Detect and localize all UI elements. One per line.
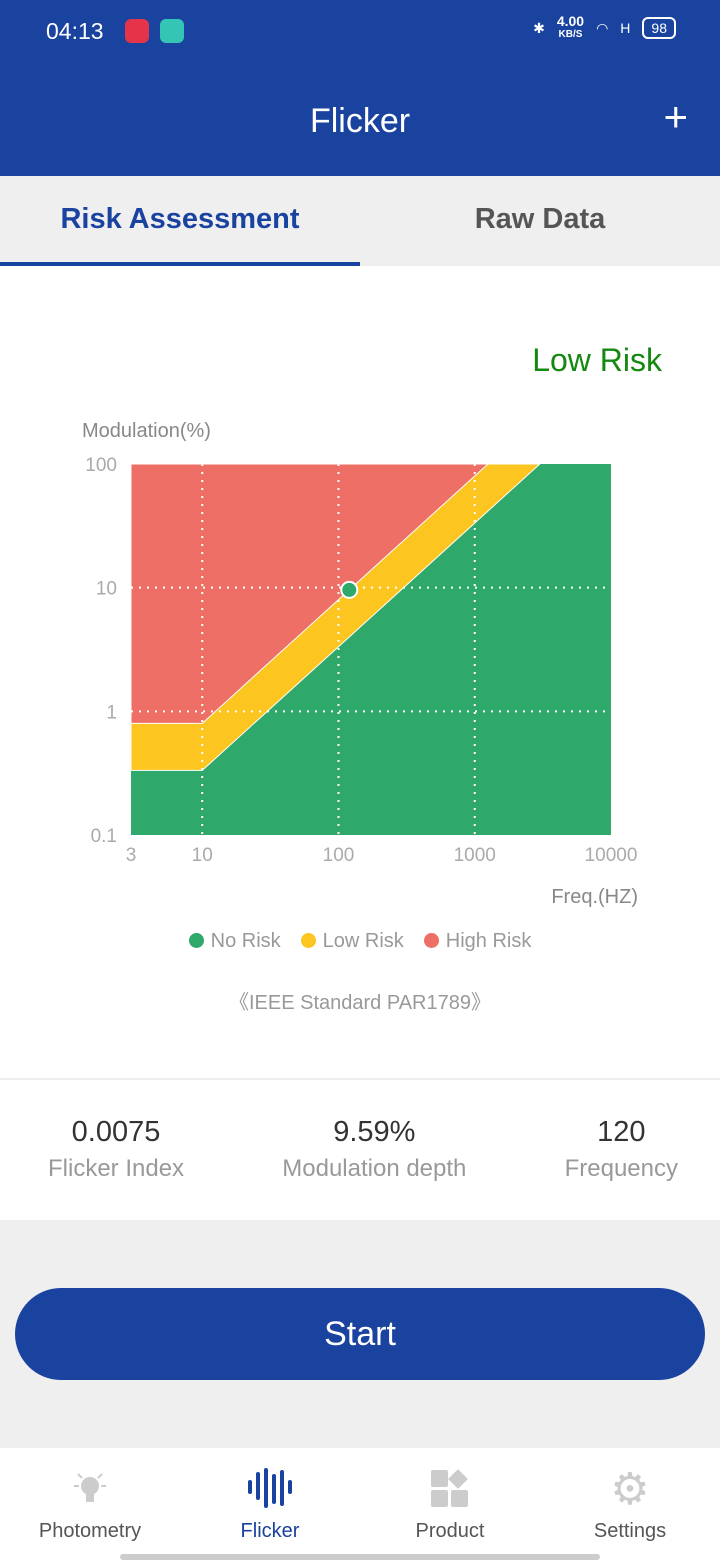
home-indicator: [120, 1554, 600, 1560]
gear-icon: ⚙: [610, 1464, 650, 1514]
x-tick-label: 10: [192, 845, 213, 866]
frequency: 120 Frequency: [564, 1116, 678, 1182]
grid-icon: [360, 1468, 540, 1510]
stats-row: 0.0075 Flicker Index 9.59% Modulation dept…: [0, 1080, 720, 1220]
app-header: Flicker +: [0, 70, 720, 176]
nav-settings[interactable]: ⚙ Settings: [540, 1448, 720, 1560]
nav-flicker[interactable]: Flicker: [180, 1448, 360, 1560]
add-button[interactable]: +: [663, 93, 688, 140]
clock: 04:13: [46, 18, 104, 44]
y-axis-label: Modulation(%): [82, 420, 211, 442]
flicker-risk-chart: 3 10 100 1000 10000 100 10 1 0.1 Freq.(HZ): [85, 455, 638, 908]
y-tick-label: 0.1: [91, 826, 117, 847]
page-title: Flicker: [309, 102, 411, 140]
y-tick-label: 100: [85, 455, 117, 476]
region-high-risk: [130, 463, 490, 724]
y-tick-label: 10: [96, 579, 117, 600]
bluetooth-icon: ✱: [533, 19, 545, 36]
risk-result: Low Risk: [532, 342, 662, 378]
x-tick-label: 100: [323, 845, 355, 866]
legend-no-risk: No Risk: [188, 930, 281, 953]
x-axis-label: Freq.(HZ): [551, 886, 638, 908]
tab-risk-assessment[interactable]: Risk Assessment: [0, 176, 360, 266]
tab-raw-data[interactable]: Raw Data: [474, 203, 606, 235]
x-tick-label: 1000: [454, 845, 496, 866]
status-bar: 04:13 ✱ 4.00 KB/S ◠ H 98: [0, 0, 720, 70]
start-button[interactable]: Start: [15, 1288, 705, 1380]
wifi-icon: ◠: [596, 19, 609, 36]
nav-product[interactable]: Product: [360, 1448, 540, 1560]
risk-panel: Low Risk Modulation(%) 3 10 100 1000 10000 10…: [0, 266, 720, 1078]
measurement-point: [340, 580, 359, 599]
flicker-index: 0.0075 Flicker Index: [48, 1116, 185, 1182]
tab-bar: Risk Assessment Raw Data: [0, 176, 720, 266]
battery-icon: 98: [642, 17, 676, 39]
legend-low-risk: Low Risk: [300, 930, 404, 953]
signal-icon: H: [620, 20, 631, 36]
x-tick-label: 3: [126, 845, 137, 866]
y-tick-label: 1: [106, 702, 117, 723]
nav-photometry[interactable]: Photometry: [0, 1448, 180, 1560]
screen-record-icon: [125, 19, 149, 43]
x-tick-label: 10000: [585, 845, 638, 866]
app-notification-icon: [160, 19, 184, 43]
bulb-icon: [0, 1468, 180, 1510]
chart-legend: No Risk Low Risk High Risk: [0, 930, 720, 953]
bottom-nav: Photometry Flicker Product ⚙ Settings: [0, 1448, 720, 1560]
waveform-icon: [180, 1468, 360, 1510]
standard-reference: 《IEEE Standard PAR1789》: [229, 992, 491, 1014]
legend-high-risk: High Risk: [423, 930, 531, 953]
network-speed: 4.00 KB/S: [556, 13, 585, 40]
modulation-depth: 9.59% Modulation depth: [282, 1116, 467, 1182]
